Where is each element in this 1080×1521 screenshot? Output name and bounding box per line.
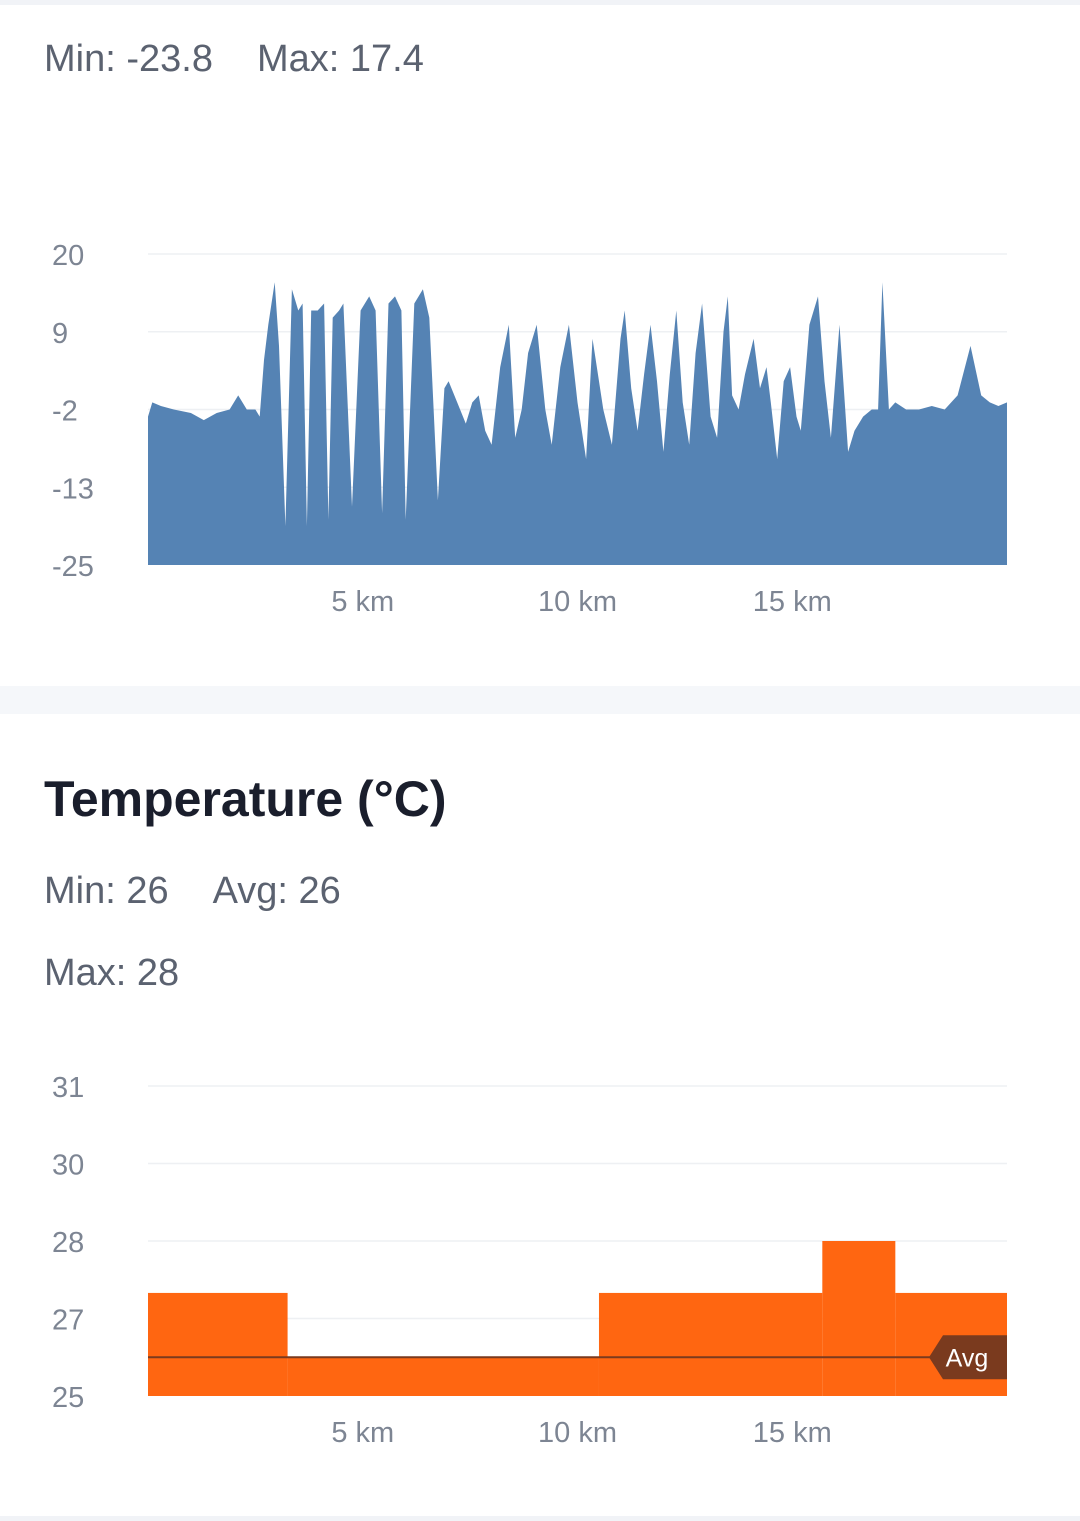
temperature-step-bar <box>822 1241 896 1396</box>
grade-area-series <box>148 282 1007 565</box>
grade-y-tick-label: 20 <box>52 240 84 272</box>
bottom-separator <box>0 1516 1080 1521</box>
temperature-y-tick-label: 28 <box>52 1227 84 1259</box>
temperature-stats-row2: Max: 28 <box>44 952 223 995</box>
grade-x-tick-label: 15 km <box>753 586 832 618</box>
temperature-step-bar <box>598 1292 823 1396</box>
temperature-max-stat: Max: 28 <box>44 952 180 994</box>
grade-x-tick-label: 5 km <box>331 586 394 618</box>
grade-y-tick-label: -25 <box>52 551 94 583</box>
temperature-y-tick-label: 27 <box>52 1305 84 1337</box>
section-divider <box>0 686 1080 714</box>
grade-y-tick-label: -13 <box>52 473 94 505</box>
temperature-y-tick-label: 31 <box>52 1072 84 1104</box>
grade-stats: Min: -23.8 Max: 17.4 <box>44 38 468 81</box>
temperature-y-tick-label: 30 <box>52 1150 84 1182</box>
temperature-section-title: Temperature (°C) <box>44 771 447 827</box>
grade-min-stat: Min: -23.8 <box>44 38 213 80</box>
temperature-avg-tag <box>929 1335 1007 1380</box>
temperature-step-bar <box>148 1292 288 1396</box>
grade-x-tick-label: 10 km <box>538 586 617 618</box>
top-separator <box>0 0 1080 5</box>
temperature-x-tick-label: 10 km <box>538 1417 617 1449</box>
temperature-x-tick-label: 15 km <box>753 1417 832 1449</box>
temperature-avg-stat: Avg: 26 <box>212 870 341 912</box>
temperature-stats-row1: Min: 26 Avg: 26 <box>44 870 385 913</box>
grade-area-chart: 20 9 -2 -13 -25 5 km 10 km 15 km <box>52 240 1007 618</box>
grade-y-tick-label: -2 <box>52 396 78 428</box>
grade-max-stat: Max: 17.4 <box>256 38 424 80</box>
temperature-min-stat: Min: 26 <box>44 870 169 912</box>
temperature-x-tick-label: 5 km <box>331 1417 394 1449</box>
temperature-step-chart: 31 30 28 27 25 5 km 10 km 15 km Avg <box>52 1072 1007 1449</box>
temperature-step-bar <box>287 1357 599 1396</box>
temperature-avg-tag-label: Avg <box>946 1344 989 1372</box>
temperature-y-tick-label: 25 <box>52 1382 84 1414</box>
grade-y-tick-label: 9 <box>52 318 68 350</box>
